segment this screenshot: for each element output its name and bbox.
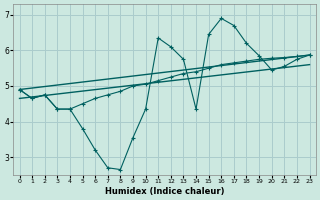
X-axis label: Humidex (Indice chaleur): Humidex (Indice chaleur) bbox=[105, 187, 224, 196]
